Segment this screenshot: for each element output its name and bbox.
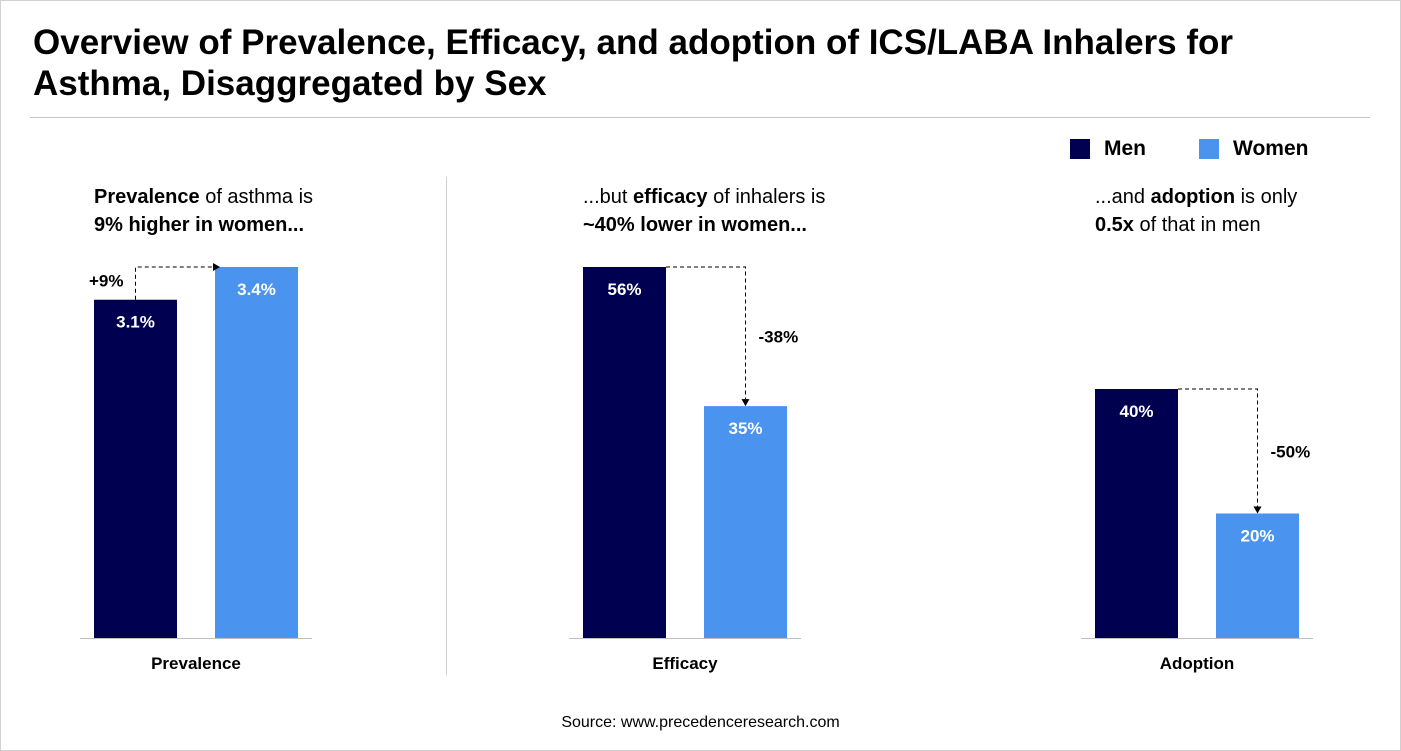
bar-efficacy-women [704,406,787,638]
legend-label-women: Women [1233,137,1309,160]
data-label: 3.1% [116,313,155,332]
legend-item-women: Women [1199,137,1308,161]
bar-adoption-men [1095,389,1178,638]
bar-prevalence-men [94,299,177,638]
data-label: 3.4% [237,280,276,299]
bar-adoption-women [1216,513,1299,638]
legend-item-men: Men [1070,137,1146,161]
title-divider [30,117,1370,118]
category-label-efficacy: Efficacy [652,654,718,673]
change-arrow [135,263,220,300]
source-note: Source: www.precedenceresearch.com [561,714,840,731]
legend-swatch-men [1070,139,1090,159]
bar-prevalence-women [215,267,298,638]
legend-swatch-women [1199,139,1219,159]
data-label: 56% [607,280,641,299]
change-arrow [1178,388,1262,514]
efficacy-subtitle: ...but efficacy of inhalers is ~40% lowe… [583,186,826,236]
chart-title: Overview of Prevalence, Efficacy, and ad… [33,23,1234,103]
data-label: 20% [1240,527,1274,546]
adoption-subtitle: ...and adoption is only 0.5x of that in … [1095,186,1298,236]
change-arrow [666,266,750,407]
legend-label-men: Men [1104,137,1146,160]
category-label-prevalence: Prevalence [151,654,241,673]
data-label: 40% [1119,402,1153,421]
change-annotation: -38% [759,328,799,347]
data-label: 35% [728,419,762,438]
prevalence-subtitle: Prevalence of asthma is 9% higher in wom… [94,186,314,236]
bar-efficacy-men [583,267,666,638]
change-annotation: -50% [1271,442,1311,461]
change-annotation: +9% [89,272,124,291]
category-label-adoption: Adoption [1159,654,1235,673]
panel-divider [446,177,447,675]
